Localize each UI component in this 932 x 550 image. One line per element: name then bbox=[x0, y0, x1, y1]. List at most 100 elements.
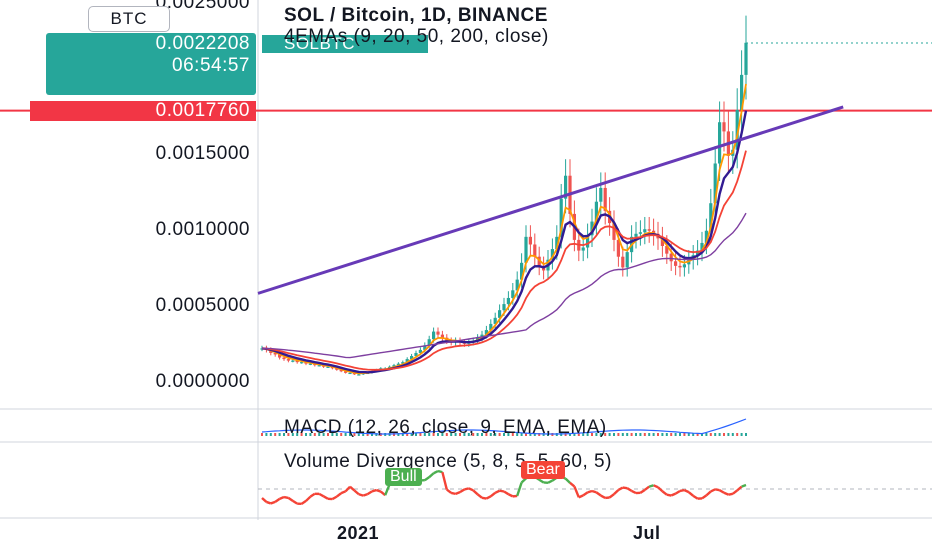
candle-body bbox=[581, 247, 585, 251]
macd-histogram-bar bbox=[481, 433, 483, 436]
macd-histogram-bar bbox=[357, 433, 360, 436]
macd-histogram-bar bbox=[643, 433, 646, 436]
divergence-line bbox=[718, 489, 725, 494]
ema-line bbox=[261, 212, 747, 359]
candle-body bbox=[410, 356, 414, 360]
candle-body bbox=[348, 372, 352, 375]
candle-body bbox=[528, 236, 532, 245]
macd-histogram-bar bbox=[683, 433, 686, 436]
candle-body bbox=[603, 187, 607, 211]
divergence-line bbox=[371, 488, 377, 493]
bar-countdown: 06:54:57 bbox=[172, 55, 250, 76]
candle-body bbox=[484, 330, 488, 335]
chart-title[interactable]: SOL / Bitcoin, 1D, BINANCE bbox=[284, 5, 548, 26]
candle-body bbox=[722, 122, 726, 132]
candle-body bbox=[520, 262, 524, 280]
candle-body bbox=[709, 203, 713, 231]
macd-histogram-bar bbox=[415, 433, 417, 436]
divergence-line bbox=[648, 484, 654, 488]
divergence-line bbox=[283, 495, 289, 500]
divergence-line bbox=[279, 495, 285, 500]
candle-body bbox=[665, 246, 669, 254]
ema-line bbox=[261, 83, 747, 375]
candle-body bbox=[612, 223, 616, 240]
divergence-line bbox=[639, 488, 646, 494]
candle-body bbox=[291, 360, 295, 362]
macd-histogram-bar bbox=[305, 433, 307, 436]
divergence-line bbox=[582, 491, 589, 497]
divergence-line bbox=[670, 492, 677, 497]
divergence-line bbox=[516, 482, 523, 497]
divergence-line bbox=[688, 491, 694, 497]
macd-histogram-bar bbox=[648, 433, 651, 436]
macd-histogram-bar bbox=[569, 433, 571, 436]
ema-line bbox=[261, 110, 748, 374]
level-price-tag: 0.0017760 bbox=[30, 101, 256, 121]
macd-histogram-bar bbox=[670, 433, 673, 436]
macd-histogram-bar bbox=[300, 433, 303, 436]
macd-histogram-bar bbox=[626, 433, 629, 436]
macd-histogram-bar bbox=[621, 433, 624, 436]
candle-body bbox=[550, 249, 554, 260]
ema-line bbox=[261, 150, 747, 371]
macd-histogram-bar bbox=[679, 433, 681, 436]
candle-body bbox=[427, 339, 431, 346]
macd-histogram-bar bbox=[516, 433, 519, 436]
macd-histogram-bar bbox=[432, 433, 435, 436]
divergence-line bbox=[459, 488, 466, 494]
divergence-line bbox=[481, 496, 487, 500]
indicator-legend-emas[interactable]: 4EMAs (9, 20, 50, 200, close) bbox=[284, 26, 549, 47]
macd-histogram-bar bbox=[445, 433, 448, 436]
candle-body bbox=[718, 122, 722, 164]
bear-badge: Bear bbox=[521, 461, 565, 479]
macd-histogram-bar bbox=[423, 433, 426, 436]
current-price-tag: 0.0022208 06:54:57 bbox=[46, 33, 256, 95]
candle-body bbox=[502, 304, 506, 311]
macd-histogram-bar bbox=[498, 433, 501, 436]
macd-histogram-bar bbox=[564, 433, 567, 436]
divergence-line bbox=[666, 493, 672, 497]
macd-histogram-bar bbox=[406, 433, 409, 436]
divergence-line bbox=[728, 492, 734, 496]
candle-body bbox=[414, 352, 418, 357]
candle-body bbox=[489, 323, 493, 331]
macd-histogram-bar bbox=[278, 433, 281, 436]
macd-histogram-bar bbox=[463, 433, 466, 436]
divergence-line bbox=[736, 485, 743, 492]
x-tick-label: Jul bbox=[633, 523, 661, 543]
divergence-line bbox=[503, 490, 510, 496]
divergence-line bbox=[710, 488, 716, 493]
divergence-line bbox=[464, 487, 470, 491]
macd-histogram-bar bbox=[353, 433, 356, 436]
macd-histogram-bar bbox=[287, 433, 290, 436]
divergence-line bbox=[309, 492, 316, 498]
macd-histogram-bar bbox=[661, 433, 664, 436]
divergence-line bbox=[674, 489, 681, 495]
candle-body bbox=[616, 239, 620, 257]
macd-histogram-bar bbox=[525, 433, 527, 436]
candle-body bbox=[493, 317, 497, 324]
divergence-line bbox=[362, 492, 368, 497]
indicator-legend-macd[interactable]: MACD (12, 26, close, 9, EMA, EMA) bbox=[284, 417, 607, 438]
divergence-line bbox=[613, 489, 620, 496]
divergence-line bbox=[494, 489, 501, 494]
divergence-line bbox=[331, 495, 338, 501]
macd-histogram-bar bbox=[718, 433, 721, 436]
macd-histogram-bar bbox=[573, 433, 576, 436]
candle-body bbox=[559, 198, 563, 237]
divergence-line bbox=[608, 493, 615, 499]
macd-histogram-bar bbox=[714, 433, 717, 436]
macd-histogram-bar bbox=[283, 433, 285, 436]
divergence-line bbox=[692, 494, 699, 500]
divergence-line bbox=[595, 491, 602, 497]
macd-histogram-bar bbox=[494, 433, 497, 436]
macd-histogram-bar bbox=[309, 433, 312, 436]
macd-histogram-bar bbox=[349, 433, 351, 436]
currency-selector[interactable]: BTC bbox=[88, 6, 170, 32]
macd-histogram-bar bbox=[705, 433, 708, 436]
candle-body bbox=[273, 352, 277, 355]
candle-body bbox=[515, 279, 519, 291]
macd-histogram-bar bbox=[723, 433, 725, 436]
macd-histogram-bar bbox=[529, 433, 532, 436]
macd-histogram-bar bbox=[437, 433, 439, 436]
